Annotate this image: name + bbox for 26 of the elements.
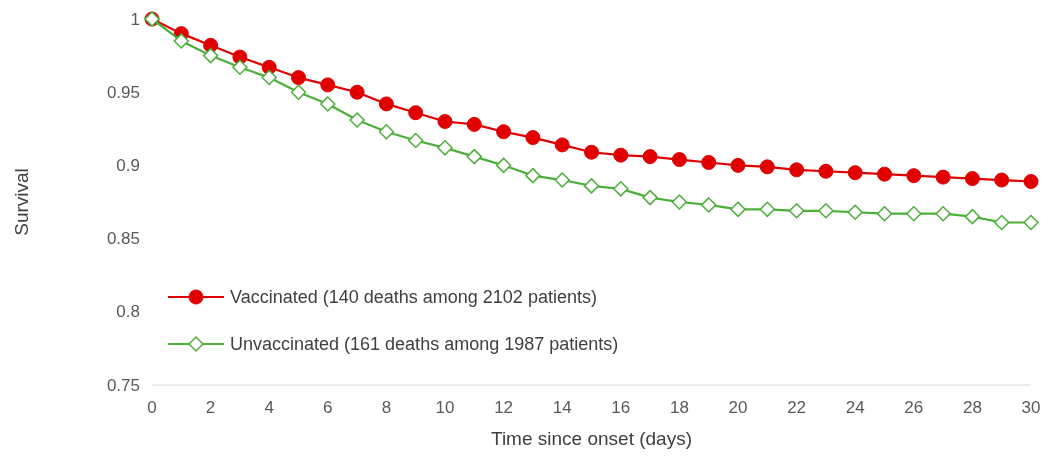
x-tick-label: 12 [494, 397, 514, 417]
y-tick-label: 0.75 [106, 375, 140, 395]
x-tick-label: 20 [728, 397, 748, 417]
x-tick-label: 2 [205, 397, 216, 417]
x-tick-label: 22 [787, 397, 807, 417]
x-tick-label: 26 [904, 397, 924, 417]
x-tick-label: 14 [552, 397, 572, 417]
x-tick-label: 24 [845, 397, 865, 417]
x-tick-label: 0 [147, 397, 157, 417]
y-tick-label: 0.8 [116, 302, 140, 322]
x-tick-label: 18 [669, 397, 689, 417]
y-axis-title: Survival [11, 168, 32, 236]
legend-label: Vaccinated (140 deaths among 2102 patients) [230, 287, 597, 307]
x-tick-label: 4 [264, 397, 274, 417]
x-tick-label: 28 [962, 397, 982, 417]
x-tick-label: 8 [381, 397, 392, 417]
x-tick-label: 10 [435, 397, 455, 417]
x-tick-label: 6 [323, 397, 333, 417]
x-axis-title: Time since onset (days) [491, 428, 692, 449]
x-tick-label: 30 [1021, 397, 1041, 417]
x-tick-label: 16 [611, 397, 631, 417]
y-tick-label: 0.85 [106, 229, 140, 249]
y-tick-label: 0.9 [116, 155, 140, 175]
y-tick-label: 0.95 [106, 82, 140, 102]
legend-label: Unvaccinated (161 deaths among 1987 patients) [230, 334, 619, 354]
y-tick-label: 1 [130, 9, 140, 29]
